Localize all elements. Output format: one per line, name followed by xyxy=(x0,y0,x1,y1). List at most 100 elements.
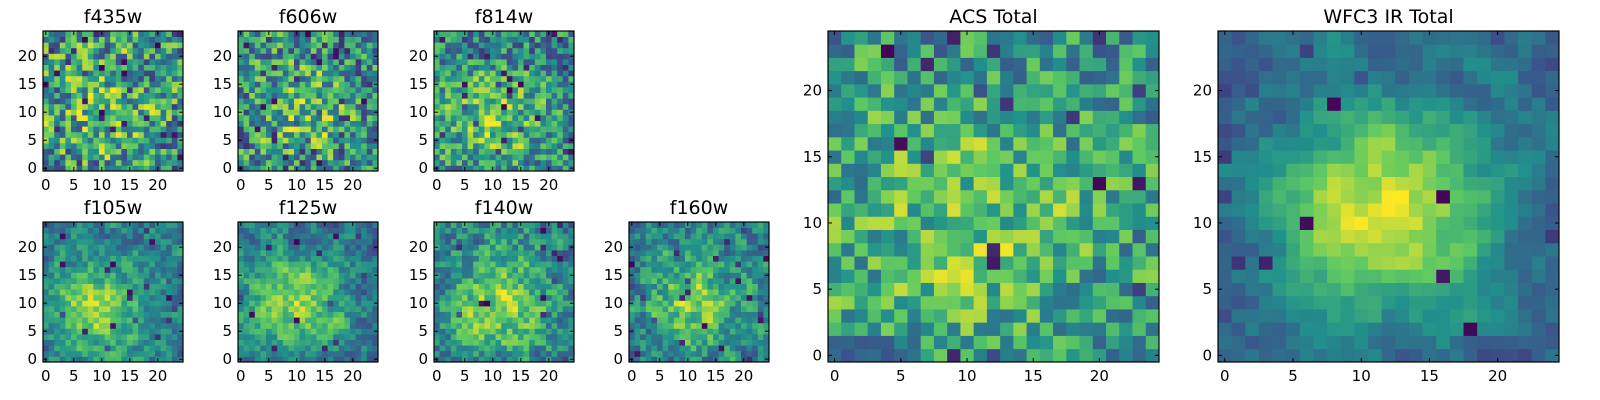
heatmap-cell xyxy=(344,222,351,228)
heatmap-cell xyxy=(82,244,89,251)
heatmap-cell xyxy=(529,334,536,340)
heatmap-cell xyxy=(104,250,111,256)
heatmap-cell xyxy=(673,266,680,273)
heatmap-cell xyxy=(696,300,703,307)
heatmap-cell xyxy=(344,59,351,65)
heatmap-cell xyxy=(327,311,334,318)
heatmap-cell xyxy=(76,289,83,296)
heatmap-cell xyxy=(254,143,261,149)
heatmap-cell xyxy=(1132,269,1147,283)
heatmap-cell xyxy=(166,255,173,262)
heatmap-cell xyxy=(149,283,156,290)
heatmap-cell xyxy=(557,109,564,116)
heatmap-cell xyxy=(344,311,351,318)
heatmap-cell xyxy=(310,109,317,116)
heatmap-cell xyxy=(177,36,184,43)
heatmap-cell xyxy=(529,300,536,307)
heatmap-cell xyxy=(54,317,61,324)
heatmap-cell xyxy=(104,165,111,172)
heatmap-cell xyxy=(473,294,480,301)
heatmap-cell xyxy=(110,345,117,352)
heatmap-cell xyxy=(986,203,1001,217)
heatmap-cell xyxy=(546,233,552,240)
heatmap-cell xyxy=(171,278,178,284)
heatmap-cell xyxy=(450,306,457,312)
heatmap-cell xyxy=(271,350,278,357)
heatmap-cell xyxy=(757,317,764,324)
heatmap-cell xyxy=(867,229,882,244)
heatmap-cell xyxy=(87,238,94,245)
heatmap-cell xyxy=(294,300,300,307)
heatmap-cell xyxy=(707,283,714,290)
heatmap-cell xyxy=(450,227,457,234)
heatmap-cell xyxy=(713,255,719,262)
heatmap-cell xyxy=(160,98,167,105)
heatmap-cell xyxy=(65,120,72,127)
heatmap-cell xyxy=(506,109,513,116)
heatmap-cell xyxy=(679,289,686,296)
heatmap-cell xyxy=(467,272,474,279)
heatmap-cell xyxy=(310,87,317,93)
heatmap-cell xyxy=(685,306,691,312)
heatmap-cell xyxy=(657,328,663,335)
heatmap-cell xyxy=(238,64,244,71)
heatmap-cell xyxy=(752,311,759,318)
heatmap-cell xyxy=(160,339,167,346)
heatmap-cell xyxy=(467,148,474,155)
heatmap-cell xyxy=(741,339,747,346)
heatmap-cell xyxy=(71,137,77,144)
heatmap-cell xyxy=(260,227,267,234)
heatmap-cell xyxy=(366,233,373,240)
heatmap-cell xyxy=(506,165,513,172)
heatmap-cell xyxy=(735,294,742,301)
heatmap-cell xyxy=(1066,282,1080,297)
heatmap-cell xyxy=(127,266,133,273)
heatmap-cell xyxy=(282,154,289,161)
heatmap-cell xyxy=(166,98,173,105)
heatmap-cell xyxy=(115,233,122,240)
heatmap-cell xyxy=(501,92,508,99)
heatmap-cell xyxy=(127,328,133,335)
heatmap-cell xyxy=(350,306,356,312)
heatmap-cell xyxy=(372,36,379,43)
heatmap-cell xyxy=(372,266,379,273)
heatmap-cell xyxy=(557,154,564,161)
heatmap-cell xyxy=(282,322,289,329)
heatmap-cell xyxy=(48,294,55,301)
heatmap-cell xyxy=(254,356,261,363)
heatmap-cell xyxy=(65,328,72,335)
heatmap-cell xyxy=(155,143,161,149)
heatmap-cell xyxy=(506,81,513,88)
heatmap-cell xyxy=(960,322,975,336)
heatmap-cell xyxy=(71,311,77,318)
heatmap-cell xyxy=(467,238,474,245)
heatmap-cell xyxy=(960,163,975,178)
heatmap-cell xyxy=(439,322,446,329)
heatmap-cell xyxy=(76,306,83,312)
heatmap-cell xyxy=(260,244,267,251)
heatmap-cell xyxy=(729,255,736,262)
heatmap-cell xyxy=(310,322,317,329)
heatmap-cell xyxy=(540,126,547,133)
heatmap-cell xyxy=(316,143,323,149)
heatmap-cell xyxy=(155,159,161,166)
heatmap-cell xyxy=(277,294,284,301)
heatmap-cell xyxy=(266,250,272,256)
heatmap-cell xyxy=(99,42,105,49)
heatmap-cell xyxy=(1079,322,1094,336)
heatmap-cell xyxy=(947,348,961,363)
heatmap-cell xyxy=(529,87,536,93)
heatmap-cell xyxy=(43,311,49,318)
heatmap-cell xyxy=(294,311,300,318)
heatmap-cell xyxy=(333,103,340,110)
heatmap-cell xyxy=(149,70,156,77)
heatmap-cell xyxy=(568,334,575,340)
heatmap-cell xyxy=(439,272,446,279)
heatmap-cell xyxy=(71,92,77,99)
heatmap-cell xyxy=(434,255,440,262)
x-tick-label: 0 xyxy=(41,367,51,385)
heatmap-cell xyxy=(629,289,635,296)
heatmap-cell xyxy=(299,334,306,340)
heatmap-cell xyxy=(254,131,261,138)
